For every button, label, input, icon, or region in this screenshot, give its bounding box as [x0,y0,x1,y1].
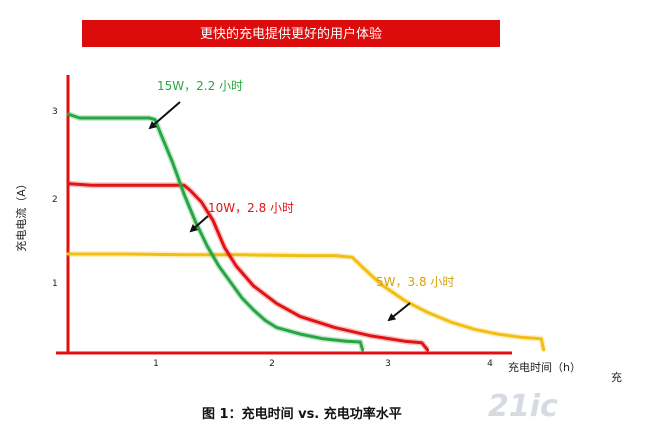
stray-label: 充 [611,370,622,384]
y-tick-label: 3 [52,107,58,117]
annotation-arrow-10w [189,215,209,233]
series-line-5w [66,252,546,352]
annotation-15w: 15W，2.2 小时 [157,79,243,93]
x-tick-label: 4 [487,359,493,369]
annotation-arrow-15w [148,101,181,130]
x-axis-label: 充电时间（h） [508,360,581,374]
x-tick-label: 1 [153,359,159,369]
series-group [66,111,547,352]
banner-title: 更快的充电提供更好的用户体验 [200,26,382,42]
series-line-15w [66,112,365,352]
annotation-10w: 10W，2.8 小时 [208,201,294,215]
annotation-5w: 5W，3.8 小时 [376,275,454,289]
figure-caption: 图 1：充电时间 vs. 充电功率水平 [202,406,402,422]
banner-bar [82,20,500,47]
annotation-arrow-5w [387,302,411,322]
y-axis-label: 充电电流（A） [14,178,28,252]
x-tick-label: 2 [269,359,275,369]
watermark-logo: 21ic [488,389,558,424]
y-tick-label: 1 [52,279,58,289]
series-line-10w [66,182,430,352]
y-tick-label: 2 [52,195,58,205]
x-tick-label: 3 [385,359,391,369]
